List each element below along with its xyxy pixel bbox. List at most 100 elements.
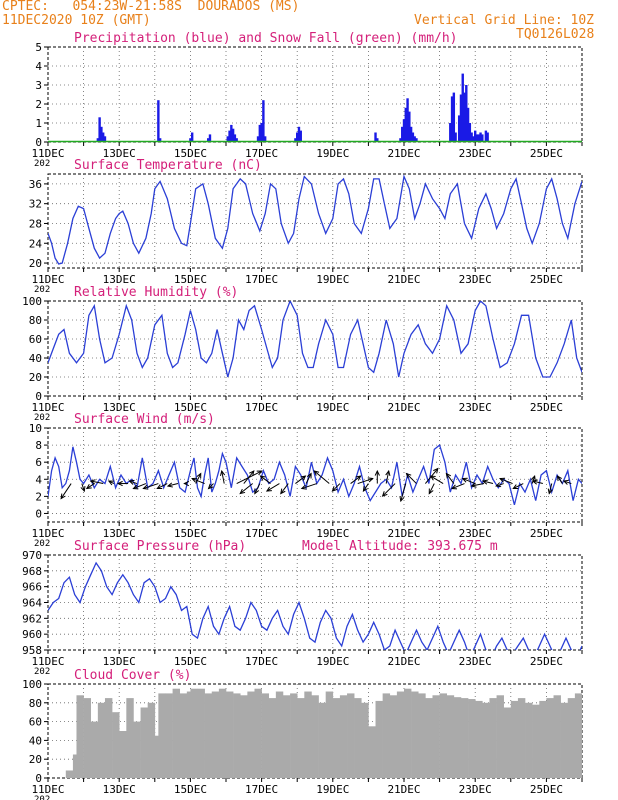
wind-arrow — [60, 483, 72, 499]
precip-bar — [461, 73, 464, 142]
x-tick-label: 11DEC — [31, 401, 64, 414]
cloud-bar — [268, 698, 277, 778]
y-tick-label: 24 — [29, 237, 43, 250]
cloud-bar — [133, 721, 141, 778]
cloud-bar — [453, 697, 462, 778]
cloud-bar — [375, 700, 383, 778]
wind-arrow — [451, 483, 465, 490]
y-tick-label: 0 — [35, 772, 42, 785]
wind-arrowhead — [89, 479, 96, 485]
y-tick-label: 6 — [35, 456, 42, 469]
cloud-bar — [439, 693, 448, 778]
precip-bar — [263, 136, 267, 142]
x-tick-label: 21DEC — [387, 783, 420, 796]
y-tick-label: 10 — [29, 422, 42, 435]
x-tick-label: 17DEC — [245, 401, 278, 414]
panel-title: Relative Humidity (%) — [74, 285, 238, 300]
wind-arrowhead — [219, 469, 226, 477]
panel-frame — [47, 300, 583, 397]
precip-bar — [233, 134, 237, 142]
cloud-bar — [218, 688, 227, 778]
cloud-bar — [104, 698, 113, 778]
x-tick-label: 19DEC — [316, 147, 349, 160]
x-year-label: 202 — [34, 667, 50, 677]
wind-arrow — [563, 480, 572, 485]
series-line — [48, 443, 582, 506]
wind-arrow — [191, 478, 205, 485]
wind-arrow — [548, 483, 553, 494]
cloud-bar — [339, 695, 348, 778]
cloud-bar — [560, 702, 569, 778]
wind-arrowhead — [499, 477, 506, 483]
wind-arrowhead — [280, 488, 286, 495]
wind-arrowhead — [331, 486, 338, 492]
wind-arrowhead — [313, 470, 320, 476]
y-tick-label: 970 — [22, 549, 42, 562]
panel-4 — [44, 554, 583, 654]
cloud-bars — [65, 688, 582, 778]
cloud-bar — [72, 754, 77, 778]
wind-arrow — [406, 473, 417, 484]
cloud-bar — [347, 693, 355, 778]
wind-arrow — [90, 480, 104, 485]
panel-title: Precipitation (blue) and Snow Fall (gree… — [74, 31, 458, 46]
wind-arrow — [428, 483, 435, 494]
x-year-label: 202 — [34, 413, 50, 423]
x-tick-label: 23DEC — [459, 401, 492, 414]
x-tick-label: 15DEC — [174, 783, 207, 796]
cloud-bar — [468, 699, 476, 778]
precip-bar — [231, 128, 235, 142]
precip-bar — [190, 132, 194, 142]
y-tick-label: 20 — [29, 371, 42, 384]
wind-arrow — [445, 473, 455, 484]
wind-arrowhead — [495, 482, 502, 488]
panel-5 — [44, 683, 583, 782]
cloud-bar — [404, 688, 412, 778]
x-tick-label: 21DEC — [387, 273, 420, 286]
wind-arrow — [400, 483, 407, 502]
wind-arrowhead — [107, 480, 114, 486]
x-tick-label: 21DEC — [387, 401, 420, 414]
wind-arrowhead — [80, 486, 86, 493]
y-tick-label: 60 — [29, 333, 42, 346]
x-tick-label: 11DEC — [31, 655, 64, 668]
precip-bar — [235, 138, 238, 142]
cloud-bar — [425, 698, 433, 778]
y-tick-label: 1 — [35, 117, 42, 130]
y-tick-label: 0 — [35, 136, 42, 149]
y-tick-label: 962 — [22, 612, 42, 625]
x-year-label: 202 — [34, 159, 50, 169]
cloud-bar — [261, 693, 270, 778]
wind-arrowhead — [433, 467, 439, 474]
x-tick-label: 11DEC — [31, 147, 64, 160]
wind-arrowhead — [374, 469, 380, 476]
wind-arrow — [496, 483, 504, 487]
y-tick-label: 100 — [22, 295, 42, 308]
wind-arrowhead — [300, 484, 307, 490]
cloud-bar — [489, 698, 497, 778]
series-line — [48, 561, 582, 650]
cloud-bar — [211, 691, 220, 778]
precip-bar — [96, 138, 100, 142]
cloud-bar — [154, 735, 159, 778]
wind-arrowhead — [547, 488, 553, 495]
precip-bar — [262, 100, 265, 142]
precip-bar — [100, 126, 103, 142]
precip-bar — [457, 115, 461, 142]
cloud-bar — [275, 691, 284, 778]
precip-bar — [481, 134, 484, 142]
panel-title: Surface Pressure (hPa) — [74, 539, 246, 554]
cloud-bar — [90, 721, 99, 778]
x-tick-label: 17DEC — [245, 273, 278, 286]
wind-arrow — [350, 475, 361, 484]
cloud-bar — [460, 698, 469, 778]
precip-bar — [226, 136, 229, 142]
precip-bar — [208, 134, 212, 142]
wind-arrowhead — [183, 480, 190, 487]
precip-bar — [413, 136, 416, 142]
x-tick-label: 11DEC — [31, 783, 64, 796]
wind-arrow — [143, 483, 159, 490]
y-tick-label: 958 — [22, 644, 42, 657]
y-tick-label: 0 — [35, 507, 42, 520]
precip-bar — [399, 138, 402, 142]
